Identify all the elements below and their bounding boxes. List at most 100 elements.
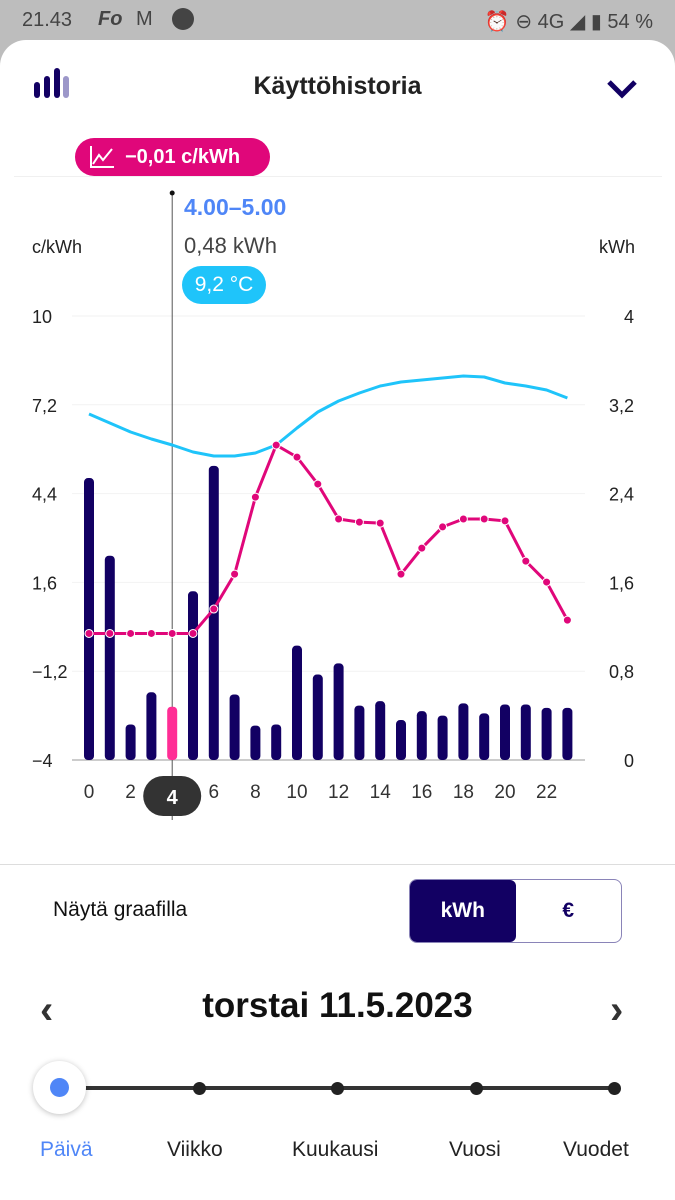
period-slider-handle[interactable] — [33, 1061, 86, 1114]
price-point — [84, 628, 94, 638]
euro-option[interactable]: € — [562, 899, 575, 922]
price-point — [126, 628, 136, 638]
left-tick-label: 10 — [32, 307, 52, 327]
price-point — [313, 479, 323, 489]
chevron-down-icon[interactable] — [606, 78, 638, 100]
consumption-bar — [562, 707, 573, 760]
x-tick-label: 18 — [453, 782, 474, 803]
left-tick-label: −1,2 — [32, 662, 68, 682]
x-tick-label: 0 — [84, 782, 95, 803]
price-point — [167, 628, 177, 638]
price-point — [500, 516, 510, 526]
period-day[interactable]: Päivä — [40, 1138, 93, 1161]
consumption-bar — [458, 703, 469, 760]
consumption-bar — [437, 715, 448, 760]
price-value: −0,01 c/kWh — [125, 145, 241, 168]
consumption-bar — [146, 692, 157, 760]
consumption-bar — [250, 725, 261, 760]
price-point — [354, 517, 364, 527]
temperature-line — [88, 374, 568, 458]
consumption-bar — [333, 663, 344, 760]
x-tick-label: 16 — [411, 782, 432, 803]
period-year[interactable]: Vuosi — [449, 1138, 501, 1161]
consumption-bar — [520, 704, 531, 760]
right-axis-label: kWh — [599, 237, 635, 257]
right-tick-label: 0 — [624, 751, 634, 771]
price-point — [334, 514, 344, 524]
left-tick-label: −4 — [32, 751, 53, 771]
price-point — [521, 556, 531, 566]
x-tick-label: 22 — [536, 782, 557, 803]
price-line — [89, 442, 569, 635]
divider — [0, 864, 675, 865]
status-right: ⏰ ⊖ 4G ◢ ▮ 54 % — [484, 11, 653, 33]
period-month[interactable]: Kuukausi — [292, 1138, 379, 1161]
right-tick-label: 0,8 — [609, 662, 634, 682]
next-day-button[interactable]: › — [610, 988, 624, 1032]
battery-label: 54 % — [607, 11, 653, 33]
consumption-bar — [479, 713, 490, 760]
consumption-bar — [312, 674, 323, 760]
price-point — [417, 543, 427, 553]
temperature-badge: 9,2 °C — [182, 266, 266, 304]
consumption-bar — [375, 701, 386, 760]
status-bar: 21.43 Fo M ⏰ ⊖ 4G ◢ ▮ 54 % — [0, 0, 675, 40]
slider-stop-year[interactable] — [470, 1082, 483, 1095]
x-tick-label: 6 — [209, 782, 220, 803]
slider-stop-years[interactable] — [608, 1082, 621, 1095]
bar-chart-icon[interactable] — [34, 68, 70, 100]
divider — [14, 176, 662, 177]
page-title: Käyttöhistoria — [253, 72, 422, 100]
price-point — [292, 452, 302, 462]
unit-toggle[interactable]: kWh € — [409, 879, 622, 943]
gmail-icon: M — [136, 8, 153, 30]
consumption-bar — [84, 478, 94, 760]
price-tooltip: −0,01 c/kWh — [75, 138, 270, 176]
x-tick-label: 10 — [286, 782, 307, 803]
x-tick-label: 20 — [494, 782, 515, 803]
previous-day-button[interactable]: ‹ — [40, 988, 54, 1032]
network-label: 4G — [537, 11, 565, 33]
price-point — [209, 604, 219, 614]
x-tick-label: 2 — [125, 782, 136, 803]
slider-stop-month[interactable] — [331, 1082, 344, 1095]
right-tick-label: 1,6 — [609, 573, 634, 593]
selection-dot — [169, 190, 175, 196]
price-point — [396, 569, 406, 579]
app-notification-icon: Fo — [98, 8, 123, 30]
right-tick-label: 3,2 — [609, 396, 634, 416]
consumption-bar — [292, 645, 302, 760]
left-tick-label: 4,4 — [32, 485, 57, 505]
consumption-bar — [500, 704, 510, 760]
notification-dot-icon — [172, 8, 194, 30]
price-point — [230, 569, 240, 579]
slider-stop-week[interactable] — [193, 1082, 206, 1095]
price-point — [479, 514, 489, 524]
consumption-bar — [125, 724, 136, 760]
selected-hour-pill — [143, 776, 202, 816]
price-point — [146, 628, 156, 638]
kwh-option[interactable]: kWh — [410, 880, 516, 942]
consumption-bar — [188, 591, 198, 760]
consumption-bar — [396, 720, 406, 760]
hour-range: 4.00–5.00 — [184, 194, 287, 220]
selected-date: torstai 11.5.2023 — [202, 986, 473, 1025]
consumption-bar — [271, 724, 282, 760]
period-years[interactable]: Vuodet — [563, 1138, 629, 1161]
usage-chart[interactable]: 10 4 7,2 3,2 4,4 2,4 1,6 1,6 −1,2 0,8 −4 0 0 2 4 6 8 10 12… — [0, 180, 675, 830]
consumption-bar — [167, 706, 178, 760]
left-tick-label: 1,6 — [32, 573, 57, 593]
consumption-bar — [354, 705, 365, 760]
x-tick-label: 12 — [328, 782, 349, 803]
price-point — [458, 514, 468, 524]
consumption-value: 0,48 kWh — [184, 233, 277, 258]
price-point — [542, 577, 552, 587]
price-point — [188, 628, 198, 638]
period-week[interactable]: Viikko — [167, 1138, 223, 1161]
price-point — [562, 615, 572, 625]
consumption-bar — [229, 694, 240, 760]
x-tick-label: 14 — [370, 782, 392, 803]
price-point — [105, 628, 115, 638]
price-point — [375, 518, 385, 528]
display-label: Näytä graafilla — [53, 898, 188, 921]
